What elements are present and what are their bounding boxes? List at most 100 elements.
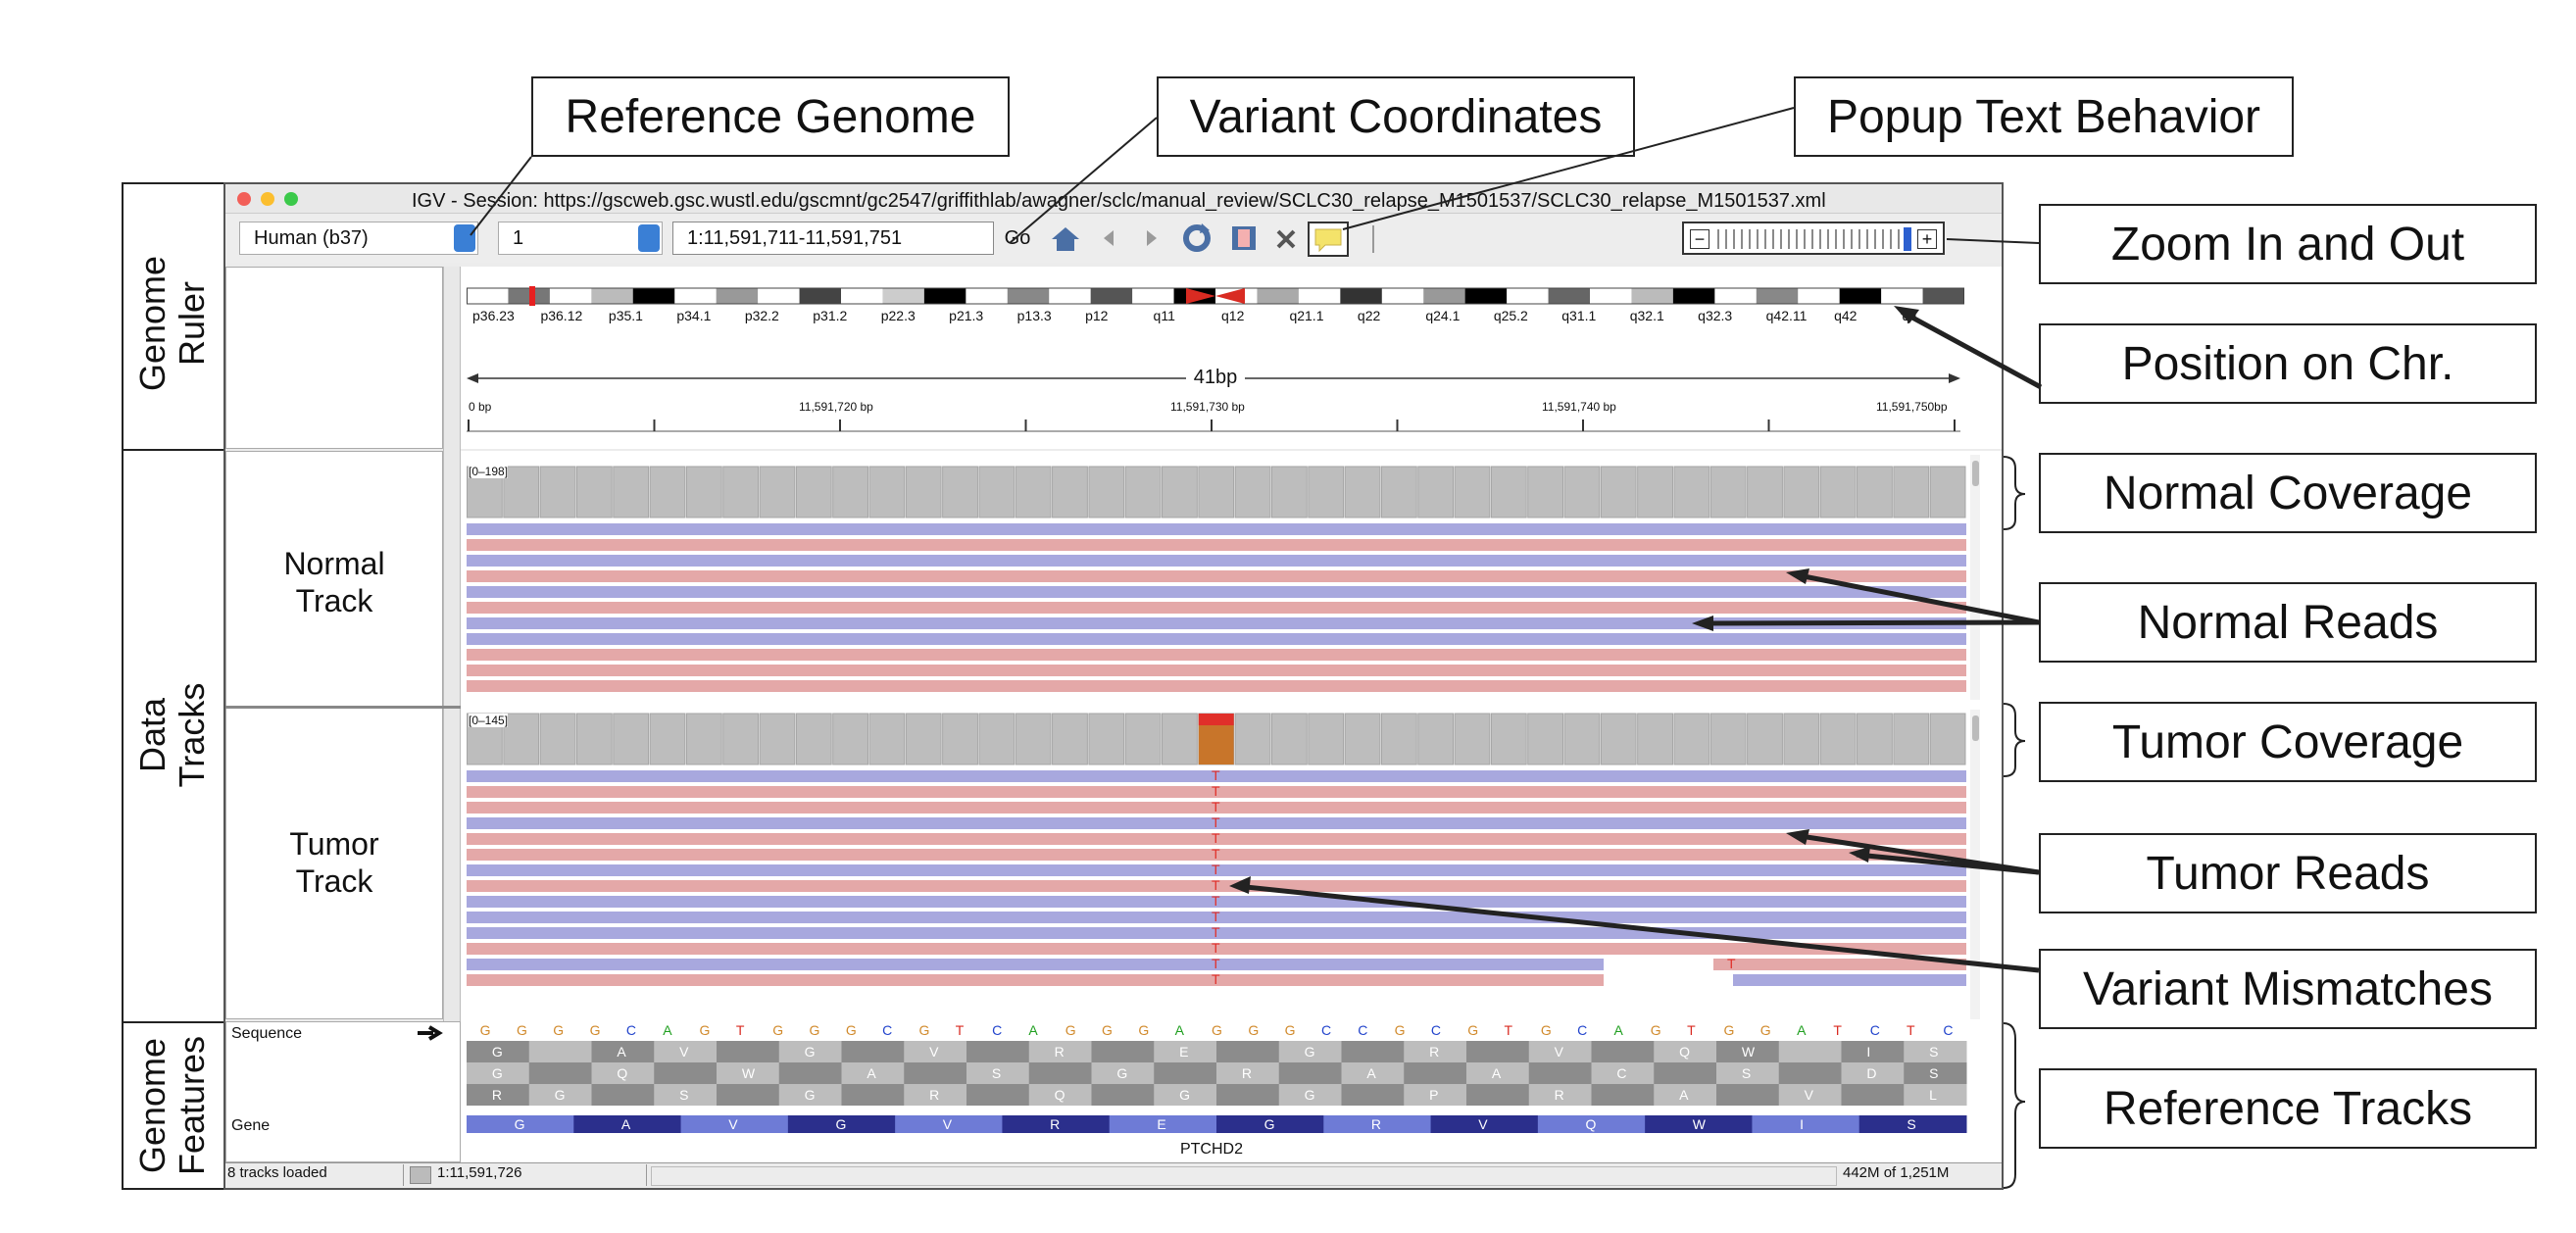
sequence-base: C bbox=[626, 1022, 636, 1038]
region-navigator-icon[interactable] bbox=[1229, 223, 1259, 253]
translation-amino-acid: G bbox=[1116, 1065, 1127, 1081]
popup-behavior-button[interactable] bbox=[1308, 222, 1349, 257]
translation-frame-cell bbox=[1028, 1062, 1092, 1084]
locus-input[interactable]: 1:11,591,711-11,591,751 bbox=[672, 222, 994, 255]
translation-frame-cell bbox=[1904, 1062, 1967, 1084]
strand-arrow-icon[interactable] bbox=[416, 1025, 443, 1041]
sequence-base: G bbox=[1065, 1022, 1076, 1038]
variant-mismatch-base: T bbox=[1212, 767, 1220, 783]
maximize-window-button[interactable] bbox=[284, 192, 298, 206]
close-window-button[interactable] bbox=[237, 192, 251, 206]
close-x-icon[interactable] bbox=[1274, 227, 1298, 251]
panel-splitter[interactable] bbox=[443, 267, 461, 1021]
chromosome-ideogram[interactable] bbox=[467, 286, 1964, 308]
ideogram-band-label: q22 bbox=[1357, 308, 1381, 323]
sequence-base: C bbox=[1870, 1022, 1880, 1038]
translation-frame-cell bbox=[1091, 1041, 1155, 1062]
tumor-coverage-bar bbox=[685, 713, 722, 765]
tumor-read bbox=[467, 786, 1966, 798]
translation-frame-cell bbox=[1404, 1084, 1467, 1106]
translation-frame-cell bbox=[1841, 1062, 1905, 1084]
ideogram-band bbox=[882, 288, 925, 304]
translation-amino-acid: C bbox=[1616, 1065, 1626, 1081]
translation-amino-acid: V bbox=[929, 1044, 939, 1060]
tumor-coverage-bar bbox=[1344, 713, 1381, 765]
normal-coverage-bar bbox=[1052, 466, 1088, 518]
sequence-base: G bbox=[1138, 1022, 1149, 1038]
translation-frame-cell bbox=[904, 1041, 967, 1062]
translation-frame-cell bbox=[904, 1062, 967, 1084]
zoom-slider[interactable] bbox=[1717, 229, 1909, 249]
window-title: IGV - Session: https://gscweb.gsc.wustl.… bbox=[412, 190, 1826, 212]
translation-frame-cell bbox=[778, 1041, 842, 1062]
home-icon[interactable] bbox=[1049, 223, 1082, 255]
translation-frame-cell bbox=[966, 1084, 1030, 1106]
translation-frame-cell bbox=[841, 1041, 905, 1062]
sequence-base: G bbox=[918, 1022, 929, 1038]
variant-mismatch-base: T bbox=[1212, 814, 1220, 830]
zoom-slider-thumb[interactable] bbox=[1904, 227, 1911, 251]
ideogram-band bbox=[1257, 288, 1300, 304]
zoom-out-button[interactable]: − bbox=[1690, 229, 1709, 249]
ruler-arrow-right bbox=[1949, 373, 1960, 383]
tumor-coverage-bar bbox=[832, 713, 868, 765]
normal-coverage-bar bbox=[1454, 466, 1491, 518]
tumor-track-name-line2: Track bbox=[295, 863, 373, 899]
gene-amino-acid: G bbox=[1264, 1116, 1275, 1132]
translation-frame-cell bbox=[1591, 1041, 1655, 1062]
refresh-icon[interactable] bbox=[1180, 222, 1214, 255]
translation-frame-cell bbox=[717, 1041, 780, 1062]
sequence-base: T bbox=[1833, 1022, 1842, 1038]
minimize-window-button[interactable] bbox=[261, 192, 274, 206]
callout-tumor-reads: Tumor Reads bbox=[2039, 833, 2537, 913]
callout-popup-text: Popup Text Behavior bbox=[1794, 76, 2294, 157]
label-genome-ruler-line1: Genome bbox=[132, 255, 173, 392]
ideogram-band bbox=[1922, 288, 1964, 304]
translation-frame-cell bbox=[841, 1084, 905, 1106]
current-position-marker bbox=[529, 286, 535, 306]
ideogram-band-label: p31.2 bbox=[813, 308, 848, 323]
callout-zoom: Zoom In and Out bbox=[2039, 204, 2537, 284]
ideogram-band bbox=[923, 288, 966, 304]
translation-frame-cell bbox=[1028, 1084, 1092, 1106]
ideogram-band bbox=[1090, 288, 1133, 304]
translation-amino-acid: Q bbox=[617, 1065, 627, 1081]
chromosome-select[interactable]: 1 bbox=[498, 222, 663, 255]
tumor-coverage-bar bbox=[1819, 713, 1857, 765]
ideogram-band-label: p21.3 bbox=[949, 308, 984, 323]
ruler-tick-labels: 0 bp 11,591,720 bp 11,591,730 bp 11,591,740… bbox=[467, 400, 1966, 416]
translation-frame-cell bbox=[1591, 1084, 1655, 1106]
zoom-in-button[interactable]: + bbox=[1917, 229, 1937, 249]
back-arrow-icon[interactable] bbox=[1100, 227, 1117, 249]
sequence-base: G bbox=[1285, 1022, 1296, 1038]
variant-mismatch-base: T bbox=[1212, 862, 1220, 877]
ideogram-band bbox=[841, 288, 883, 304]
normal-coverage-bar bbox=[1563, 466, 1601, 518]
tumor-coverage-bar bbox=[1052, 713, 1088, 765]
centromere-q bbox=[1215, 288, 1245, 304]
translation-amino-acid: G bbox=[555, 1087, 566, 1103]
translation-frame-cell bbox=[1341, 1062, 1405, 1084]
genome-select-arrow-icon bbox=[454, 224, 475, 252]
translation-frame-cell bbox=[1778, 1084, 1842, 1106]
tumor-coverage-bar bbox=[1563, 713, 1601, 765]
translation-amino-acid: Q bbox=[1679, 1044, 1690, 1060]
variant-mismatch-base: T bbox=[1212, 971, 1220, 987]
ideogram-band bbox=[1340, 288, 1383, 304]
translation-frame-cell bbox=[1278, 1041, 1342, 1062]
translation-amino-acid: D bbox=[1866, 1065, 1876, 1081]
tumor-track-scrollbar bbox=[1970, 710, 1980, 1019]
tumor-track-scroll-thumb bbox=[1972, 715, 1979, 741]
forward-arrow-icon[interactable] bbox=[1143, 227, 1161, 249]
translation-frame-cell bbox=[1466, 1084, 1530, 1106]
features-name-panel bbox=[225, 1021, 461, 1162]
go-button[interactable]: Go bbox=[1004, 227, 1031, 249]
translation-frame-cell bbox=[1341, 1041, 1405, 1062]
normal-coverage-bar bbox=[503, 466, 540, 518]
variant-mismatch-base: T bbox=[1212, 940, 1220, 956]
genome-select[interactable]: Human (b37) bbox=[239, 222, 478, 255]
tumor-coverage-bar bbox=[759, 713, 796, 765]
translation-frame-cell bbox=[1591, 1062, 1655, 1084]
gene-amino-acid: V bbox=[728, 1116, 738, 1132]
translation-amino-acid: A bbox=[867, 1065, 876, 1081]
